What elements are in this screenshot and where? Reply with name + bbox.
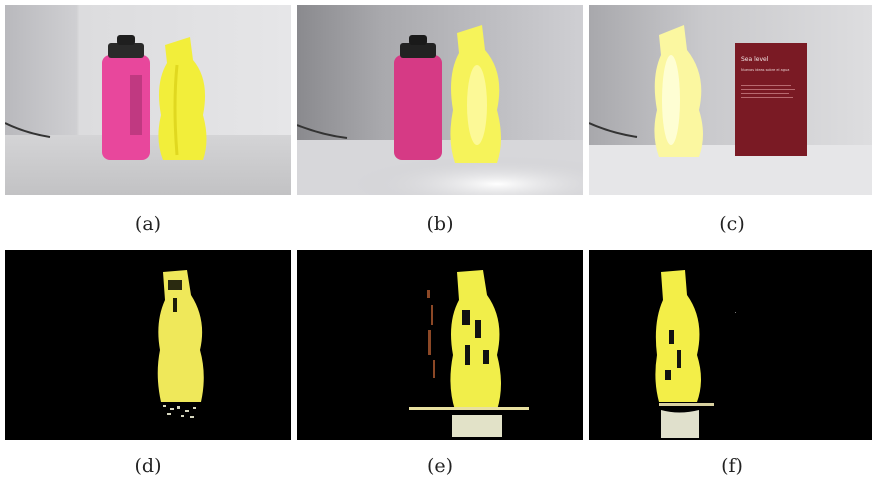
photo-panel-b xyxy=(297,5,583,195)
bottles-photo-b xyxy=(297,5,583,195)
mask-panel-e xyxy=(297,250,583,440)
bottles-photo-a xyxy=(5,5,291,195)
book-subtitle: Nuevas ideas sobre el agua xyxy=(741,68,789,72)
caption-c: (c) xyxy=(719,213,745,235)
mask-image-f xyxy=(589,250,872,440)
caption-d: (d) xyxy=(134,455,162,477)
photo-panel-a xyxy=(5,5,291,195)
mask-image-e xyxy=(297,250,583,440)
mask-panel-f xyxy=(589,250,872,440)
book-title: Sea level xyxy=(741,56,769,63)
bottle-book-photo-c: Sea level Nuevas ideas sobre el agua xyxy=(589,5,872,195)
mask-image-d xyxy=(5,250,291,440)
caption-b: (b) xyxy=(426,213,454,235)
caption-a: (a) xyxy=(134,213,162,235)
caption-e: (e) xyxy=(426,455,454,477)
caption-f: (f) xyxy=(721,455,743,477)
photo-panel-c: Sea level Nuevas ideas sobre el agua xyxy=(589,5,872,195)
mask-panel-d xyxy=(5,250,291,440)
